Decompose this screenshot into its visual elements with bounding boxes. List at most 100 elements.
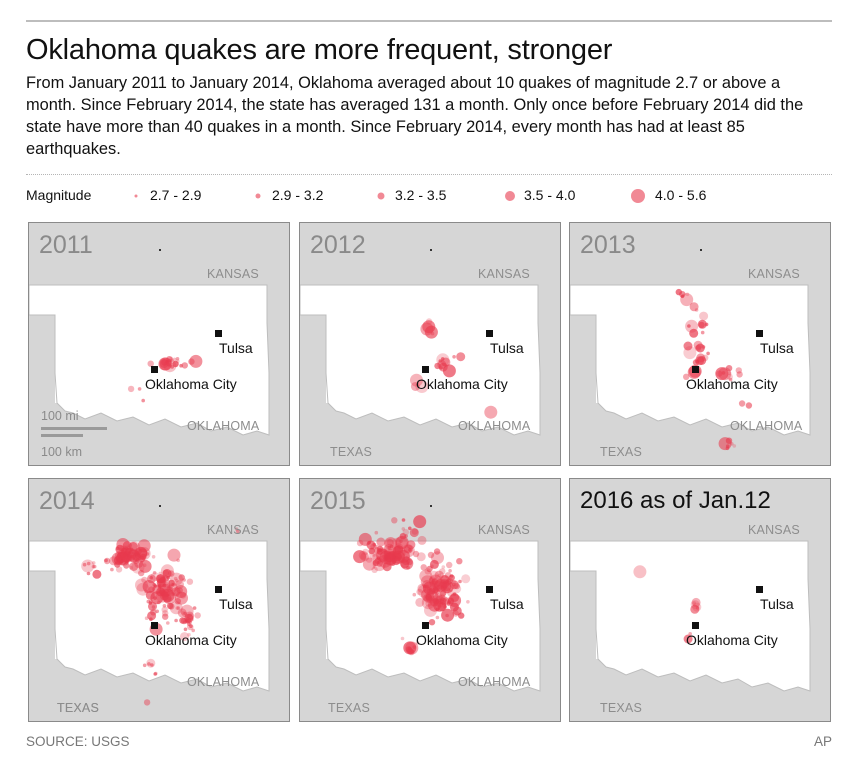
quake-dot (685, 292, 690, 297)
quake-dot (446, 561, 453, 569)
quake-dot (175, 580, 184, 589)
texas-label: TEXAS (330, 445, 372, 459)
quake-dot (694, 344, 702, 352)
quake-dot (697, 319, 707, 329)
quake-dot (372, 559, 380, 566)
quake-dot (410, 649, 414, 654)
quake-dot (159, 589, 166, 596)
quake-dot (436, 353, 450, 367)
headline: Oklahoma quakes are more frequent, stron… (26, 34, 613, 66)
kansas-region (29, 479, 275, 541)
quake-dot (446, 577, 453, 585)
quake-dot (365, 556, 373, 563)
tulsa-marker (215, 330, 222, 337)
quake-dot (706, 351, 710, 356)
legend-label: 2.7 - 2.9 (150, 187, 202, 203)
quake-dot (92, 564, 97, 569)
quake-dot (110, 567, 114, 572)
quake-dot (408, 526, 412, 531)
quake-dot (745, 402, 753, 409)
quake-dot (434, 362, 441, 370)
quake-dot (154, 671, 158, 676)
quake-dot (362, 557, 376, 571)
quake-dot (153, 672, 157, 676)
quake-dot (182, 620, 187, 624)
quake-dot (691, 597, 701, 607)
quake-dot (721, 371, 726, 375)
quake-dot (152, 582, 157, 587)
kansas-region (570, 479, 816, 541)
quake-dot (366, 540, 376, 550)
quake-dot (116, 546, 120, 551)
quake-dot (410, 382, 420, 391)
oklahoma-map (300, 223, 560, 465)
quake-dot (437, 574, 451, 588)
tulsa-label: Tulsa (219, 340, 253, 356)
quake-dot (181, 362, 188, 369)
quake-dot (413, 515, 427, 529)
quake-dot (424, 603, 437, 617)
quake-dot (431, 551, 444, 565)
quake-dot (176, 606, 181, 610)
map-marker-dot (700, 505, 702, 507)
scale-bar-miles (41, 427, 107, 430)
quake-dot (356, 539, 364, 547)
okc-marker (422, 366, 429, 373)
magnitude-legend: Magnitude 2.7 - 2.9 2.9 - 3.2 3.2 - 3.5 … (26, 186, 832, 206)
okc-marker (151, 366, 158, 373)
quake-dot (689, 302, 699, 312)
okc-marker (151, 622, 158, 629)
quake-dot (452, 355, 456, 359)
map-marker-dot (159, 505, 161, 507)
quake-dot (456, 558, 463, 565)
okc-marker (692, 622, 699, 629)
kansas-label: KANSAS (478, 267, 530, 281)
okc-label: Oklahoma City (686, 376, 778, 392)
quake-dot (387, 550, 391, 555)
quake-dot (433, 593, 443, 603)
quake-dot (157, 600, 161, 605)
quake-dot (416, 588, 423, 596)
quake-dot (690, 604, 700, 614)
quake-dot (115, 566, 123, 573)
tulsa-marker (756, 586, 763, 593)
legend-label: 2.9 - 3.2 (272, 187, 324, 203)
okc-label: Oklahoma City (145, 632, 237, 648)
quake-dot (169, 572, 183, 586)
quake-dot (181, 611, 185, 615)
quake-dot (452, 610, 459, 617)
quake-dot (386, 539, 394, 546)
quake-dot (123, 551, 132, 561)
quake-dot (137, 387, 142, 391)
quake-dot (151, 555, 156, 559)
quake-dot (431, 578, 439, 585)
quake-dot (191, 628, 195, 633)
quake-dot (177, 608, 187, 618)
quake-dot (236, 529, 240, 534)
quake-dot (417, 535, 427, 545)
quake-dot (173, 576, 178, 581)
quake-dot (372, 553, 376, 557)
quake-dot (172, 360, 179, 368)
quake-dot (415, 597, 425, 607)
quake-dot (167, 548, 181, 562)
quake-dot (430, 564, 434, 569)
quake-dot (141, 576, 148, 584)
map-panel-2015: 2015 KANSAS OKLAHOMA TEXAS Tulsa Oklahoma Cit… (299, 478, 561, 722)
quake-dot (158, 571, 163, 576)
quake-dot (81, 559, 95, 573)
quake-dot (179, 363, 183, 368)
quake-dot (387, 545, 391, 550)
quake-dot (394, 543, 404, 553)
quake-dot (171, 583, 175, 587)
quake-dot (135, 558, 139, 562)
quake-dot (699, 311, 709, 321)
quake-dot (449, 574, 454, 578)
quake-dot (372, 558, 386, 572)
quake-dot (234, 527, 239, 531)
map-panel-2012: 2012 KANSAS OKLAHOMA TEXAS Tulsa Oklahoma Cit… (299, 222, 561, 466)
quake-dot (401, 527, 406, 531)
quake-dot (701, 345, 706, 349)
quake-dot (159, 576, 166, 583)
quake-dot (694, 308, 699, 312)
